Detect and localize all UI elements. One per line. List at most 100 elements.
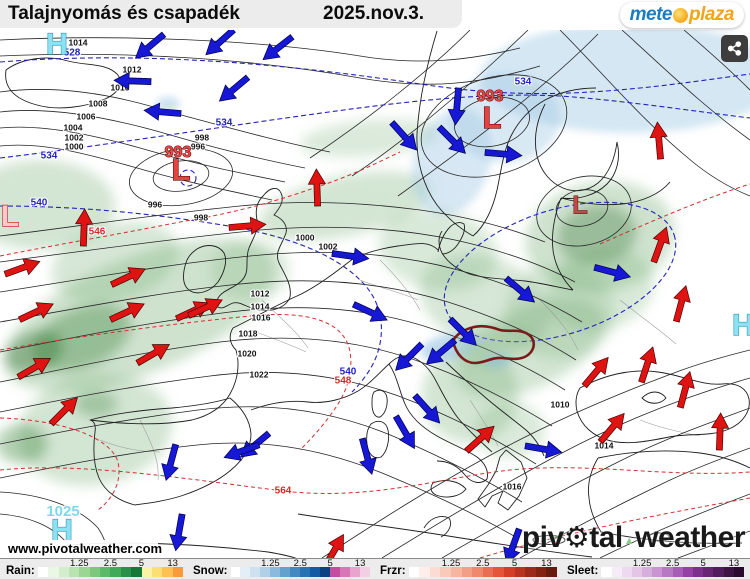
legend-tick: 5	[327, 558, 333, 569]
pressure-center-h: H	[51, 514, 73, 547]
legend-tick: 13	[354, 558, 366, 569]
legend-color-ramp	[37, 567, 183, 577]
legend-color-cell	[472, 567, 483, 577]
legend-color-cell	[100, 567, 111, 577]
wind-arrow-blue	[223, 441, 261, 461]
thickness-label-blue: 534	[515, 77, 532, 88]
legend-color-cell	[240, 567, 251, 577]
thickness-label-blue: 540	[31, 198, 48, 209]
legend-color-cell	[525, 567, 536, 577]
legend-color-cell	[546, 567, 558, 577]
legend-color-cell	[703, 567, 714, 577]
legend-tick: 1.25	[70, 558, 89, 569]
wind-arrow-blue	[447, 316, 477, 346]
isobar-label: 998	[194, 212, 208, 222]
high-pressure-value: 1025	[46, 503, 79, 520]
legend-color-cell	[290, 567, 301, 577]
legend-tick: 2.5	[666, 558, 680, 569]
legend-color-cell	[408, 567, 420, 577]
wind-arrow-blue	[392, 414, 415, 450]
meteoplaza-logo[interactable]: mete plaza	[619, 2, 744, 28]
map-dynamic-layer: 1014101210101008100610041002100099899699…	[0, 30, 750, 558]
thickness-label-blue: 534	[41, 151, 58, 162]
isobar-label: 1018	[239, 328, 258, 338]
wind-arrow-blue	[262, 34, 295, 61]
thickness-label-blue: 534	[216, 118, 233, 129]
legend-color-cell	[461, 567, 473, 577]
logo-part3: weather	[635, 521, 745, 554]
legend-color-cell	[535, 567, 547, 577]
low-pressure-value: 993	[477, 88, 504, 105]
wind-arrow-blue	[395, 341, 425, 371]
wind-arrow-red	[638, 346, 657, 384]
legend-color-cell	[300, 567, 311, 577]
legend-color-cell	[493, 567, 505, 577]
wind-arrow-red	[16, 358, 52, 381]
legend-tick: 13	[728, 558, 740, 569]
legend-tick: 13	[167, 558, 178, 569]
legend-color-cell	[280, 567, 291, 577]
isobar-label: 996	[148, 199, 162, 209]
wind-arrow-blue	[389, 120, 418, 151]
legend-color-cell	[350, 567, 361, 577]
legend-color-cell	[250, 567, 261, 577]
legend-color-cell	[79, 567, 90, 577]
wind-arrow-blue	[524, 440, 563, 459]
legend-color-cell	[141, 567, 152, 577]
legend-color-cell	[310, 567, 321, 577]
wind-arrow-blue	[205, 30, 236, 56]
thickness-label-blue: 540	[340, 367, 357, 378]
logo-part2: tal	[589, 521, 623, 554]
legend-color-cell	[131, 567, 142, 577]
legend-ticks: 1.25 2.5 5 13	[231, 558, 371, 569]
legend-scale-bar: 1.25 2.5 5 13	[601, 558, 744, 579]
legend-color-cell	[642, 567, 653, 577]
legend-color-cell	[621, 567, 632, 577]
legend-tick: 2.5	[476, 558, 490, 569]
legend-color-cell	[440, 567, 451, 577]
wind-arrow-blue	[161, 443, 179, 482]
wind-arrow-blue	[218, 74, 251, 102]
forecast-date: 2025.nov.3.	[323, 3, 425, 24]
coastlines	[5, 30, 750, 558]
legend-color-ramp	[408, 567, 558, 577]
wind-arrow-red	[650, 226, 670, 264]
wind-arrow-blue	[143, 102, 182, 121]
legend-color-cell	[68, 567, 80, 577]
wind-arrow-blue	[436, 124, 466, 154]
thickness-lines-red	[0, 151, 750, 558]
pressure-center-l: L	[172, 152, 191, 187]
isobar-label: 1012	[251, 288, 270, 298]
legend-color-cell	[611, 567, 622, 577]
pressure-center-l: L	[483, 100, 502, 135]
legend-scale-label: Rain:	[6, 565, 35, 577]
wind-arrow-blue	[134, 31, 167, 59]
legend-color-cell	[514, 567, 526, 577]
pivotalweather-logo: piv⚙tal▲weather	[522, 520, 746, 555]
legend-color-cell	[151, 567, 163, 577]
wind-arrow-blue	[331, 247, 370, 266]
isobar-label: 1014	[69, 37, 88, 47]
legend-color-cell	[693, 567, 704, 577]
legend-color-cell	[330, 567, 341, 577]
legend-color-cell	[270, 567, 281, 577]
legend-tick: 2.5	[103, 558, 117, 569]
watermark-url: www.pivotalweather.com	[8, 541, 163, 556]
wind-arrow-blue	[113, 71, 152, 90]
brand-part1: mete	[629, 4, 673, 25]
page-title: Talajnyomás és csapadék	[8, 3, 240, 24]
legend-ticks: 1.25 2.5 5 13	[38, 558, 183, 569]
legend-scale-bar: 1.25 2.5 5 13	[230, 558, 371, 579]
isobar-label: 1016	[503, 481, 522, 491]
legend-color-cell	[48, 567, 59, 577]
isobar-label: 996	[191, 141, 205, 151]
legend-color-cell	[601, 567, 612, 577]
wind-arrow-red	[135, 344, 171, 367]
legend-ticks: 1.25 2.5 5 13	[409, 558, 557, 569]
share-button[interactable]	[721, 35, 748, 62]
legend-scale-label: Frzr:	[380, 565, 406, 577]
isobar-label: 1002	[319, 241, 338, 251]
watermark-strip	[0, 540, 158, 558]
wind-arrow-blue	[425, 337, 458, 365]
legend-tick: 1.25	[261, 558, 280, 569]
